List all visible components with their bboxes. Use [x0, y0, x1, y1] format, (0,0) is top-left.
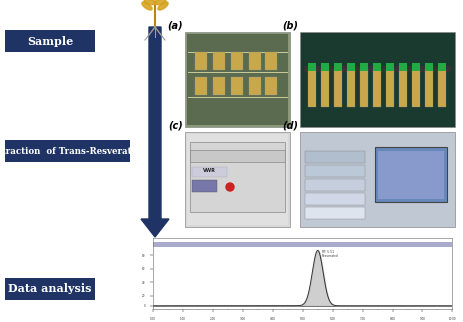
Bar — [187, 34, 288, 125]
Bar — [185, 132, 289, 227]
Text: (e): (e) — [172, 259, 188, 269]
Bar — [333, 69, 341, 107]
Bar — [398, 63, 406, 71]
Bar — [192, 180, 217, 192]
Bar — [194, 77, 206, 95]
Bar — [185, 32, 289, 127]
Bar — [264, 52, 276, 70]
Bar — [359, 69, 367, 107]
Bar — [359, 63, 367, 71]
Bar — [374, 147, 446, 202]
Text: Extraction  of Trans-Resveratrol: Extraction of Trans-Resveratrol — [0, 147, 145, 156]
Ellipse shape — [157, 2, 168, 10]
FancyArrow shape — [141, 27, 169, 237]
Bar — [264, 77, 276, 95]
Bar — [424, 69, 432, 107]
Bar — [398, 69, 406, 107]
Bar — [372, 63, 380, 71]
Bar — [304, 207, 364, 219]
Bar — [411, 63, 419, 71]
Bar — [153, 242, 451, 247]
Bar — [437, 63, 445, 71]
Bar — [346, 69, 354, 107]
Text: RT: 5.51
Resveratrol: RT: 5.51 Resveratrol — [321, 250, 338, 258]
Text: VWR: VWR — [202, 168, 215, 174]
Bar — [346, 63, 354, 71]
Bar — [307, 63, 315, 71]
Bar — [424, 63, 432, 71]
Bar — [372, 69, 380, 107]
Bar — [437, 69, 445, 107]
Bar — [189, 150, 284, 162]
Bar — [5, 278, 95, 300]
Bar — [304, 179, 364, 191]
Bar — [333, 63, 341, 71]
Bar — [411, 69, 419, 107]
Ellipse shape — [144, 0, 156, 5]
Ellipse shape — [154, 0, 166, 5]
Bar — [189, 142, 284, 212]
Bar — [304, 151, 364, 163]
Bar — [213, 77, 225, 95]
Bar — [187, 134, 288, 225]
Bar — [213, 52, 225, 70]
Text: (d): (d) — [282, 120, 297, 130]
Bar — [304, 193, 364, 205]
Bar — [385, 63, 393, 71]
Bar — [300, 32, 454, 127]
Bar — [307, 69, 315, 107]
Bar — [320, 69, 328, 107]
Circle shape — [225, 183, 233, 191]
Bar — [249, 77, 260, 95]
Bar — [231, 77, 243, 95]
Text: (b): (b) — [282, 20, 297, 30]
Bar — [303, 66, 450, 72]
Text: (a): (a) — [167, 20, 182, 30]
Bar — [385, 69, 393, 107]
Bar — [5, 140, 130, 162]
Bar — [231, 52, 243, 70]
Bar — [5, 30, 95, 52]
Text: (c): (c) — [168, 120, 182, 130]
Bar — [194, 52, 206, 70]
Bar — [304, 165, 364, 177]
Bar — [320, 63, 328, 71]
Text: Sample: Sample — [27, 35, 73, 46]
Ellipse shape — [142, 2, 152, 10]
Bar — [300, 132, 454, 227]
Text: Data analysis: Data analysis — [8, 283, 92, 295]
Bar — [192, 167, 226, 177]
Bar — [301, 134, 452, 225]
Bar — [249, 52, 260, 70]
Bar — [301, 34, 452, 125]
Bar — [377, 151, 443, 199]
